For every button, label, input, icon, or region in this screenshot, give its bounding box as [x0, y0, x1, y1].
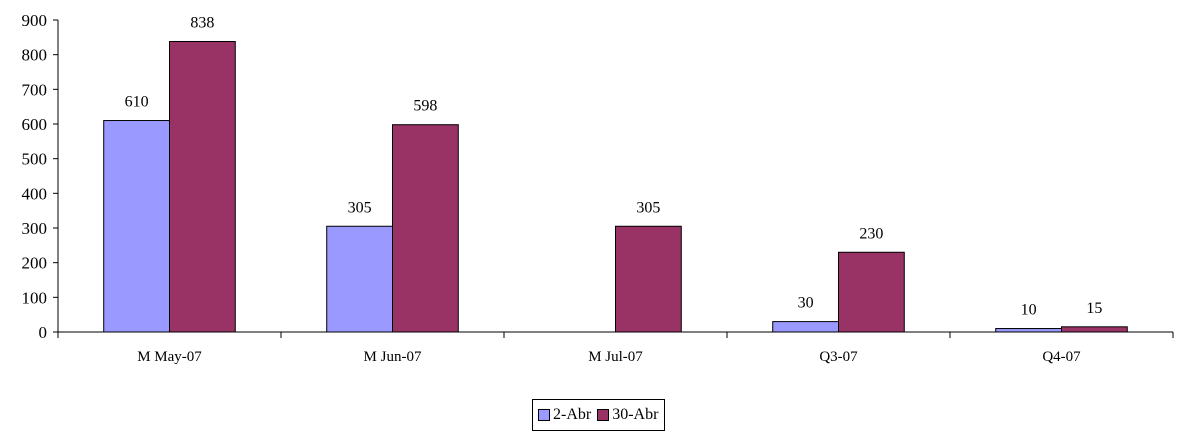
x-tick-label: M Jun-07 [364, 349, 422, 365]
legend-label-series-1: 2-Abr [553, 406, 592, 423]
data-label: 10 [1021, 302, 1037, 319]
y-tick-label: 300 [22, 219, 48, 238]
bar [1061, 326, 1128, 333]
bar [772, 321, 840, 333]
y-tick-label: 400 [22, 184, 48, 203]
bar [838, 251, 905, 333]
y-tick-label: 800 [22, 46, 48, 65]
bar [103, 120, 170, 333]
data-label: 15 [1086, 300, 1102, 317]
x-tick-label: M May-07 [137, 349, 202, 365]
data-label: 30 [798, 295, 814, 312]
x-axis: M May-07 M Jun-07 M Jul-07 Q3-07 Q4-07 [57, 331, 1174, 365]
y-tick-label: 0 [39, 323, 48, 342]
legend-item-series-1: 2-Abr [538, 406, 591, 424]
data-label: 305 [348, 199, 372, 216]
y-tick-label: 600 [22, 115, 48, 134]
y-tick-label: 200 [22, 254, 48, 273]
bars [103, 40, 1128, 333]
x-tick-label: Q4-07 [1042, 349, 1081, 365]
bar [615, 225, 682, 333]
x-tick-label: M Jul-07 [588, 349, 643, 365]
y-tick-label: 900 [22, 11, 48, 30]
legend-swatch-series-2 [597, 409, 610, 421]
bar-chart: 0 100 200 300 400 500 600 700 800 900 M May-07 M J… [22, 11, 1174, 365]
bar [326, 225, 393, 333]
data-label: 838 [190, 14, 214, 31]
data-label: 598 [413, 98, 437, 115]
x-tick-label: Q3-07 [819, 349, 858, 365]
data-labels: 610 838 305 598 305 30 230 10 15 [125, 14, 1103, 318]
y-tick-label: 100 [22, 288, 48, 307]
y-tick-label: 700 [22, 80, 48, 99]
data-label: 230 [859, 225, 883, 242]
legend-label-series-2: 30-Abr [612, 406, 659, 423]
legend-item-series-2: 30-Abr [597, 406, 658, 424]
bar [169, 40, 236, 333]
y-tick-label: 500 [22, 150, 48, 169]
data-label: 610 [125, 94, 149, 111]
data-label: 305 [636, 199, 660, 216]
legend: 2-Abr 30-Abr [532, 399, 666, 431]
y-axis: 0 100 200 300 400 500 600 700 800 900 [22, 11, 59, 342]
bar [392, 124, 459, 333]
legend-swatch-series-1 [538, 409, 550, 421]
bar [995, 328, 1063, 333]
